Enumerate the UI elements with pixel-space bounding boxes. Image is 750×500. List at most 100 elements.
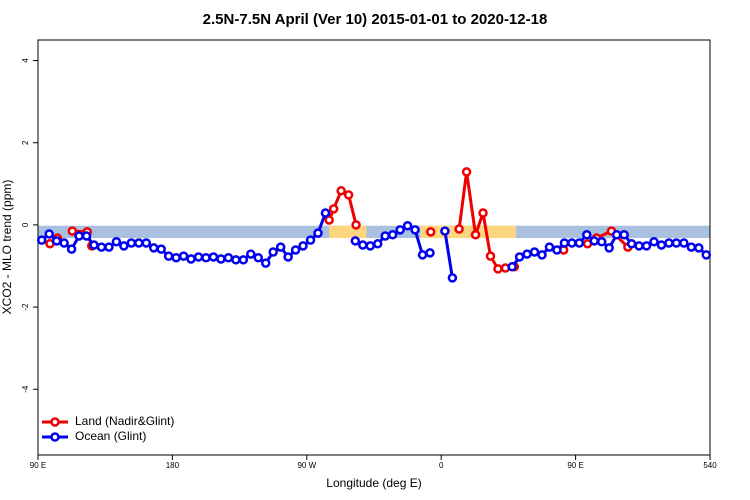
point	[372, 239, 383, 249]
point	[328, 204, 339, 214]
point	[454, 224, 464, 234]
point	[552, 245, 562, 255]
point	[522, 249, 532, 259]
legend-label: Ocean (Glint)	[75, 429, 146, 443]
y-tick-label: -4	[21, 385, 30, 393]
point	[701, 250, 712, 260]
point	[493, 264, 503, 274]
point	[507, 262, 517, 272]
land-band	[329, 225, 367, 239]
y-tick-label: 2	[21, 140, 30, 145]
point	[425, 227, 436, 237]
point	[611, 230, 622, 240]
y-tick-label: 4	[21, 58, 30, 63]
point	[134, 238, 144, 248]
point	[298, 241, 308, 251]
plot-frame	[37, 39, 711, 456]
point	[268, 247, 278, 257]
point	[253, 253, 264, 263]
point	[216, 254, 226, 264]
point	[81, 231, 92, 241]
point	[238, 255, 249, 265]
point	[343, 190, 354, 200]
point	[589, 236, 600, 246]
point	[51, 236, 62, 246]
point	[96, 242, 107, 252]
point	[59, 238, 69, 248]
point	[44, 229, 54, 239]
point	[178, 251, 189, 261]
point	[470, 230, 481, 240]
point	[410, 225, 420, 235]
point	[365, 241, 376, 251]
x-tick-label: 180	[166, 461, 180, 470]
point	[544, 242, 555, 252]
point	[641, 241, 652, 251]
point	[74, 231, 84, 241]
point	[156, 244, 166, 254]
ocean-band	[38, 225, 710, 239]
point	[141, 238, 152, 248]
point	[336, 186, 346, 196]
legend-marker	[50, 432, 60, 442]
point	[619, 230, 629, 240]
point	[529, 247, 540, 257]
point	[634, 241, 644, 251]
point	[567, 238, 577, 248]
point	[649, 236, 659, 247]
point	[559, 238, 570, 248]
point	[324, 215, 334, 225]
point	[671, 238, 682, 248]
point	[664, 238, 674, 248]
point	[679, 238, 689, 248]
point	[246, 249, 256, 259]
point	[260, 258, 271, 268]
point	[425, 248, 435, 258]
point	[231, 255, 241, 265]
point	[66, 244, 77, 254]
point	[395, 225, 405, 235]
legend-marker	[50, 417, 60, 427]
y-axis-label: XCO2 - MLO trend (ppm)	[0, 180, 14, 315]
x-tick-label: 90 E	[30, 461, 46, 470]
x-tick-label: 90 E	[567, 461, 583, 470]
point	[313, 228, 323, 238]
point	[104, 242, 114, 252]
point	[163, 251, 174, 261]
point	[402, 220, 413, 231]
point	[193, 252, 204, 262]
point	[514, 252, 525, 262]
point	[201, 253, 211, 263]
point	[387, 230, 398, 240]
point	[485, 251, 496, 261]
point	[67, 226, 78, 236]
x-tick-label: 0	[439, 461, 444, 470]
point	[358, 240, 368, 250]
point	[440, 226, 450, 236]
point	[582, 230, 592, 240]
point	[417, 250, 428, 260]
point	[537, 250, 547, 260]
x-tick-label: 540	[703, 461, 717, 470]
point	[290, 245, 301, 255]
point	[186, 254, 196, 264]
point	[351, 220, 361, 230]
point	[626, 239, 637, 249]
point	[208, 252, 219, 262]
x-axis-label: Longitude (deg E)	[326, 476, 421, 490]
point	[223, 253, 234, 263]
chart-title: 2.5N-7.5N April (Ver 10) 2015-01-01 to 2…	[203, 11, 548, 28]
point	[305, 235, 316, 245]
point	[119, 241, 129, 251]
point	[694, 243, 704, 253]
point	[36, 235, 47, 245]
point	[320, 208, 331, 218]
point	[171, 253, 181, 263]
point	[574, 238, 585, 248]
x-tick-label: 90 W	[297, 461, 316, 470]
point	[656, 240, 667, 250]
point	[596, 236, 607, 247]
point	[478, 208, 488, 218]
legend-label: Land (Nadir&Glint)	[75, 414, 174, 428]
